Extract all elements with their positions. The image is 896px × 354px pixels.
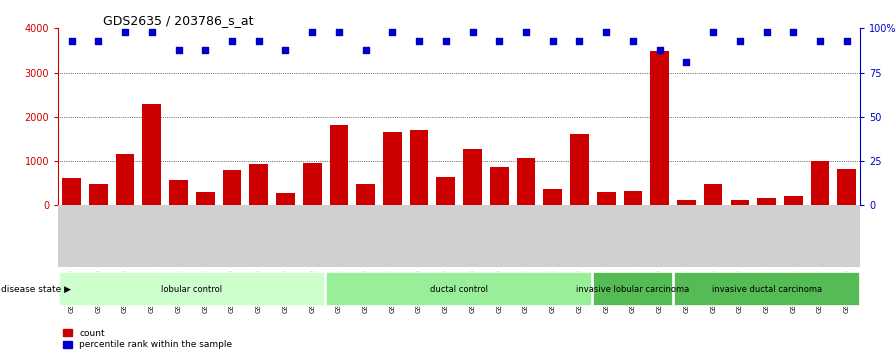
Point <box>652 47 667 52</box>
Point <box>279 47 293 52</box>
Bar <box>650 51 669 205</box>
Point <box>439 38 453 44</box>
Point <box>573 38 587 44</box>
Text: invasive lobular carcinoma: invasive lobular carcinoma <box>576 285 690 294</box>
Text: invasive ductal carcinoma: invasive ductal carcinoma <box>711 285 822 294</box>
Bar <box>409 130 428 205</box>
Point <box>225 38 239 44</box>
Point <box>358 47 373 52</box>
Bar <box>517 159 536 205</box>
Point <box>171 47 185 52</box>
FancyBboxPatch shape <box>326 272 592 307</box>
Point <box>786 29 800 35</box>
Point <box>332 29 346 35</box>
FancyBboxPatch shape <box>593 272 673 307</box>
Point <box>91 38 106 44</box>
Bar <box>116 154 134 205</box>
Bar <box>62 178 81 205</box>
Point <box>465 29 479 35</box>
Point <box>492 38 506 44</box>
Bar <box>811 161 830 205</box>
Bar <box>463 149 482 205</box>
FancyBboxPatch shape <box>59 272 325 307</box>
Text: GDS2635 / 203786_s_at: GDS2635 / 203786_s_at <box>103 14 254 27</box>
Bar <box>757 198 776 205</box>
Bar <box>357 184 375 205</box>
Bar <box>490 167 509 205</box>
Bar <box>196 193 215 205</box>
Text: disease state ▶: disease state ▶ <box>1 285 71 294</box>
Bar <box>89 184 108 205</box>
Bar <box>330 125 349 205</box>
Point <box>385 29 400 35</box>
Bar <box>169 180 188 205</box>
Point <box>198 47 212 52</box>
Point <box>252 38 266 44</box>
Bar <box>383 132 401 205</box>
Bar <box>303 163 322 205</box>
Bar <box>730 200 749 205</box>
Point <box>412 38 426 44</box>
Text: lobular control: lobular control <box>161 285 222 294</box>
Point <box>760 29 774 35</box>
Bar <box>276 193 295 205</box>
FancyBboxPatch shape <box>674 272 859 307</box>
Bar <box>436 177 455 205</box>
Bar <box>142 104 161 205</box>
Bar <box>677 200 696 205</box>
Bar <box>624 191 642 205</box>
Point <box>625 38 640 44</box>
Point <box>305 29 319 35</box>
Bar <box>543 188 562 205</box>
Point <box>813 38 827 44</box>
Point <box>118 29 133 35</box>
Bar <box>784 196 803 205</box>
Point <box>840 38 854 44</box>
Bar <box>570 134 589 205</box>
Bar <box>249 164 268 205</box>
Point <box>679 59 694 65</box>
Bar <box>838 170 857 205</box>
Point <box>65 38 79 44</box>
Legend: count, percentile rank within the sample: count, percentile rank within the sample <box>63 329 232 349</box>
Point <box>706 29 720 35</box>
Bar <box>222 170 241 205</box>
Point <box>546 38 560 44</box>
Point <box>599 29 614 35</box>
Point <box>519 29 533 35</box>
Point <box>144 29 159 35</box>
Bar <box>597 192 616 205</box>
Text: ductal control: ductal control <box>430 285 488 294</box>
Point <box>733 38 747 44</box>
Bar <box>703 184 722 205</box>
